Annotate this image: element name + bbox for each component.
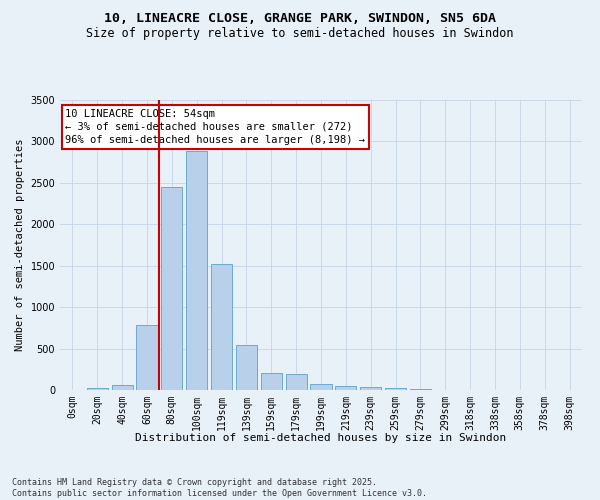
Bar [87, 388, 108, 390]
Bar [236, 345, 257, 390]
Bar [136, 324, 158, 390]
Bar [186, 150, 207, 390]
Bar [261, 374, 282, 390]
Text: Contains HM Land Registry data © Crown copyright and database right 2025.
Contai: Contains HM Land Registry data © Crown c… [12, 478, 427, 498]
Bar [161, 188, 182, 390]
Bar [385, 388, 406, 390]
Bar [410, 389, 431, 390]
Bar [335, 386, 356, 390]
Text: 10 LINEACRE CLOSE: 54sqm
← 3% of semi-detached houses are smaller (272)
96% of s: 10 LINEACRE CLOSE: 54sqm ← 3% of semi-de… [65, 108, 365, 145]
Bar [286, 374, 307, 390]
Bar [310, 384, 332, 390]
Bar [112, 386, 133, 390]
Bar [211, 264, 232, 390]
X-axis label: Distribution of semi-detached houses by size in Swindon: Distribution of semi-detached houses by … [136, 433, 506, 443]
Text: 10, LINEACRE CLOSE, GRANGE PARK, SWINDON, SN5 6DA: 10, LINEACRE CLOSE, GRANGE PARK, SWINDON… [104, 12, 496, 26]
Bar [360, 386, 381, 390]
Y-axis label: Number of semi-detached properties: Number of semi-detached properties [15, 138, 25, 352]
Text: Size of property relative to semi-detached houses in Swindon: Size of property relative to semi-detach… [86, 28, 514, 40]
